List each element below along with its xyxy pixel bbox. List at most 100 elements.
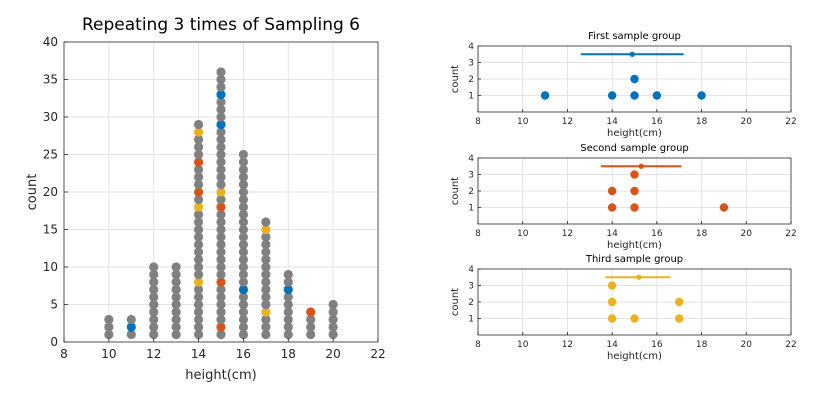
y-tick-label: 0 bbox=[50, 335, 58, 349]
sample-point-group2 bbox=[216, 277, 226, 287]
y-tick-label: 30 bbox=[43, 110, 58, 124]
population-point bbox=[216, 314, 226, 325]
population-point bbox=[261, 269, 271, 280]
population-point bbox=[238, 254, 249, 265]
x-tick-label: 10 bbox=[517, 340, 529, 350]
population-point bbox=[193, 134, 204, 145]
y-tick-label: 5 bbox=[50, 298, 58, 312]
x-tick-label: 10 bbox=[101, 347, 116, 361]
population-point bbox=[171, 292, 181, 302]
population-point bbox=[261, 314, 271, 325]
population-point bbox=[283, 269, 293, 280]
population-point bbox=[216, 164, 226, 175]
population-point bbox=[238, 179, 249, 190]
sample-point-group2 bbox=[216, 322, 226, 332]
population-point bbox=[104, 329, 114, 340]
main-chart: 8 10 12 14 16 18 20 22 0 5 10 15 20 25 30 35 40 Repeating… bbox=[25, 15, 386, 383]
sample-point bbox=[607, 203, 617, 212]
sample-point bbox=[630, 186, 639, 196]
population-point bbox=[216, 209, 226, 220]
population-point bbox=[193, 292, 204, 302]
population-point bbox=[149, 262, 159, 272]
population-point bbox=[193, 232, 204, 242]
y-tick-label: 1 bbox=[468, 315, 474, 325]
x-tick-label: 16 bbox=[651, 229, 663, 239]
x-tick-label: 8 bbox=[475, 340, 481, 350]
x-tick-label: 16 bbox=[651, 340, 663, 350]
population-point bbox=[261, 239, 271, 250]
population-point bbox=[193, 269, 204, 280]
sample-point-group1 bbox=[238, 284, 249, 295]
x-tick-label: 16 bbox=[651, 117, 663, 127]
mean-marker bbox=[629, 51, 635, 57]
sample-point-group2 bbox=[216, 202, 226, 212]
y-tick-label: 3 bbox=[468, 282, 474, 292]
sample-point-group3 bbox=[261, 224, 271, 235]
population-point bbox=[306, 329, 316, 340]
population-point bbox=[216, 179, 226, 190]
chart-title: Second sample group bbox=[580, 143, 689, 154]
population-point bbox=[216, 239, 226, 250]
population-point bbox=[193, 299, 204, 310]
sample-point bbox=[607, 314, 617, 323]
y-axis-label: count bbox=[25, 174, 40, 211]
y-tick-label: 1 bbox=[468, 204, 474, 214]
x-tick-label: 22 bbox=[785, 117, 796, 127]
sample-point bbox=[675, 297, 684, 307]
population-point bbox=[238, 262, 249, 272]
population-point bbox=[216, 232, 226, 242]
y-tick-label: 3 bbox=[468, 59, 474, 69]
population-point bbox=[261, 247, 271, 257]
y-axis-label: count bbox=[450, 65, 461, 93]
population-point bbox=[193, 209, 204, 220]
population-point bbox=[216, 284, 226, 295]
sample-point-group3 bbox=[261, 307, 271, 317]
population-point bbox=[216, 149, 226, 160]
population-point bbox=[328, 322, 338, 332]
population-point bbox=[193, 164, 204, 175]
x-tick-label: 20 bbox=[741, 229, 753, 239]
sample-point-group3 bbox=[216, 187, 226, 197]
y-tick-label: 4 bbox=[468, 265, 474, 275]
population-point bbox=[238, 329, 249, 340]
x-tick-label: 14 bbox=[191, 347, 206, 361]
x-tick-label: 22 bbox=[785, 340, 796, 350]
x-tick-label: 12 bbox=[562, 340, 573, 350]
population-point bbox=[193, 284, 204, 295]
sample-point-group3 bbox=[193, 202, 204, 212]
population-point bbox=[261, 329, 271, 340]
y-tick-label: 25 bbox=[43, 148, 58, 162]
x-tick-label: 12 bbox=[562, 117, 573, 127]
x-tick-label: 20 bbox=[741, 340, 753, 350]
population-point bbox=[216, 97, 226, 107]
population-point bbox=[126, 329, 136, 340]
sample-point bbox=[630, 91, 639, 100]
y-tick-label: 2 bbox=[468, 187, 474, 197]
x-axis-label: height(cm) bbox=[607, 128, 662, 139]
population-point bbox=[238, 277, 249, 287]
population-point bbox=[216, 299, 226, 310]
population-point bbox=[283, 277, 293, 287]
sample-point-group1 bbox=[283, 284, 293, 295]
population-point bbox=[238, 149, 249, 160]
population-point bbox=[238, 322, 249, 332]
chart-title: First sample group bbox=[588, 31, 681, 42]
x-tick-label: 18 bbox=[696, 229, 708, 239]
population-point bbox=[193, 142, 204, 152]
population-point bbox=[149, 322, 159, 332]
sample-point bbox=[697, 91, 706, 100]
population-point bbox=[171, 284, 181, 295]
population-point bbox=[238, 217, 249, 227]
population-point bbox=[171, 277, 181, 287]
population-point bbox=[306, 322, 316, 332]
population-point bbox=[328, 329, 338, 340]
population-point bbox=[193, 254, 204, 265]
population-point bbox=[216, 307, 226, 317]
y-tick-label: 4 bbox=[468, 42, 474, 52]
population-point bbox=[216, 112, 226, 122]
population-point bbox=[149, 307, 159, 317]
x-tick-label: 14 bbox=[606, 229, 618, 239]
x-tick-label: 8 bbox=[475, 117, 481, 127]
population-point bbox=[238, 194, 249, 205]
